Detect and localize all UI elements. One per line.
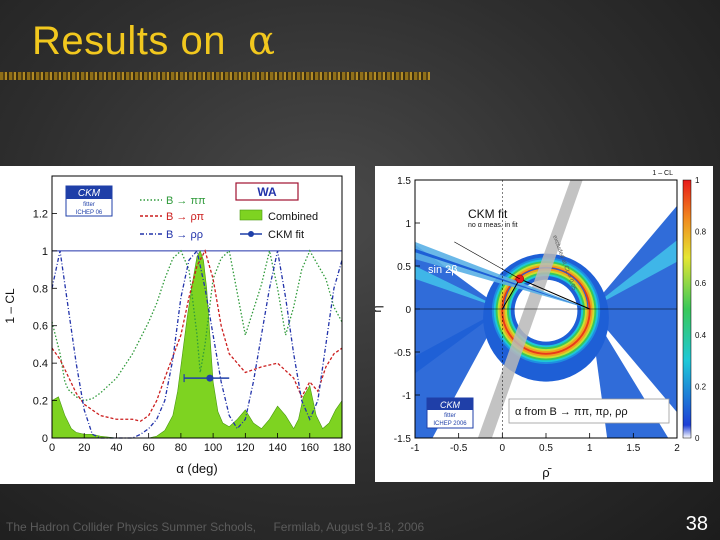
slide-title-text: Results on (32, 19, 226, 63)
rho-tick-label: 0.5 (539, 443, 553, 454)
logo-conference-text: ICHEP 06 (76, 210, 103, 216)
eta-tick-label: -1 (402, 391, 411, 402)
eta-tick-label: 1.5 (397, 176, 411, 187)
eta-tick-label: 1 (405, 219, 411, 230)
series-line-dashed (51, 249, 343, 422)
annotation-ckm-fit-note: no α meas. in fit (468, 222, 518, 229)
rho-tick-label: 2 (674, 443, 680, 454)
x-tick-label: 40 (110, 442, 122, 454)
x-tick-label: 180 (333, 442, 351, 454)
colorbar-tick-label: 0 (695, 434, 700, 443)
slide-title: Results on α (32, 18, 276, 64)
y-tick-label: 1.2 (33, 208, 48, 220)
x-tick-label: 60 (143, 442, 155, 454)
title-rule (0, 72, 430, 80)
legend-label-pipi: B → ππ (166, 195, 206, 207)
rho-tick-label: 1.5 (626, 443, 640, 454)
x-tick-label: 80 (175, 442, 187, 454)
rho-eta-ylabel: η̄ (375, 303, 384, 312)
alpha-scan-ylabel: 1 – CL (3, 288, 17, 324)
logo2-conference-text: ICHEP 2006 (433, 421, 467, 427)
rho-tick-label: -0.5 (450, 443, 468, 454)
series-combined-area (51, 250, 343, 439)
ckm-fit-arrow (454, 241, 520, 280)
y-tick-label: 0.4 (33, 358, 48, 370)
y-tick-label: 0 (42, 433, 48, 445)
ckmfitter-logo: CKM fitter ICHEP 06 (65, 185, 113, 217)
colorbar-ticks: 0 0.2 0.4 0.6 0.8 1 (695, 176, 707, 443)
x-tick-label: 20 (78, 442, 90, 454)
legend-label-rhorho: B → ρρ (166, 229, 203, 241)
y-tick-label: 0.6 (33, 321, 48, 333)
rho-eta-xlabel: ρ̄ (542, 465, 551, 480)
x-tick-label: 140 (268, 442, 286, 454)
x-tick-label: 120 (236, 442, 254, 454)
alpha-scan-xlabel: α (deg) (176, 461, 217, 476)
x-tick-label: 0 (49, 442, 55, 454)
legend-marker-ckmfit (248, 231, 254, 237)
annotation-ckm-fit: CKM fit (468, 207, 508, 221)
colorbar-tick-label: 1 (695, 176, 700, 185)
colorbar-title: 1 – CL (652, 170, 673, 177)
annotation-sin2beta: sin 2β (428, 264, 458, 276)
y-tick-label: 1 (42, 246, 48, 258)
legend-label-ckmfit: CKM fit (268, 229, 304, 241)
page-number: 38 (685, 513, 708, 535)
rho-tick-label: -1 (411, 443, 420, 454)
colorbar-tick-label: 0.2 (695, 382, 707, 391)
x-tick-label: 100 (204, 442, 222, 454)
ckm-fit-marker (206, 374, 214, 382)
footer-location: Fermilab, August 9-18, 2006 (273, 520, 425, 534)
colorbar-tick-label: 0.8 (695, 228, 707, 237)
colorbar-tick-label: 0.6 (695, 279, 707, 288)
colorbar-tick-label: 0.4 (695, 331, 707, 340)
eta-tick-label: -0.5 (394, 348, 412, 359)
eta-tick-label: -1.5 (394, 434, 412, 445)
eta-tick-label: 0.5 (397, 262, 411, 273)
logo-ckm-text: CKM (78, 188, 101, 199)
alpha-scan-legend: B → ππ B → ρπ B → ρρ WA Combined CKM fit (140, 182, 318, 241)
logo-fitter-text: fitter (83, 202, 95, 208)
logo2-fitter-text: fitter (444, 413, 456, 419)
rho-tick-label: 1 (587, 443, 593, 454)
alpha-scan-svg: CKM fitter ICHEP 06 B → ππ B → ρπ B → ρρ… (3, 175, 351, 476)
legend-label-combined: Combined (268, 211, 318, 223)
y-tick-label: 0.2 (33, 396, 48, 408)
slide-footer: The Hadron Collider Physics Summer Schoo… (6, 520, 438, 534)
y-tick-label: 0.8 (33, 283, 48, 295)
alpha-scan-chart: CKM fitter ICHEP 06 B → ππ B → ρπ B → ρρ… (0, 166, 355, 484)
rho-eta-annotations: CKM fit no α meas. in fit sin 2β exclude… (426, 207, 670, 429)
logo2-ckm-text: CKM (440, 400, 461, 410)
eta-tick-label: 0 (405, 305, 411, 316)
rho-tick-label: 0 (500, 443, 506, 454)
rho-eta-svg: CKM fit no α meas. in fit sin 2β exclude… (369, 170, 707, 480)
annotation-alpha-from: α from B → ππ, πρ, ρρ (515, 406, 628, 418)
colorbar: 1 – CL (652, 170, 692, 439)
alpha-scan-frame (51, 175, 343, 439)
alpha-scan-plot-area (51, 249, 343, 439)
slide-title-symbol: α (247, 18, 276, 64)
footer-event: The Hadron Collider Physics Summer Schoo… (6, 520, 257, 534)
rho-eta-chart: CKM fit no α meas. in fit sin 2β exclude… (369, 166, 713, 482)
legend-swatch-combined (239, 209, 263, 221)
legend-label-rhopi: B → ρπ (166, 211, 205, 223)
x-tick-label: 160 (301, 442, 319, 454)
wa-badge (235, 182, 299, 201)
colorbar-gradient (682, 179, 692, 439)
wa-badge-text: WA (257, 185, 277, 199)
alpha-from-box (508, 398, 670, 424)
ckmfitter-logo-2-bar (427, 398, 473, 410)
series-line-dotted (51, 249, 343, 402)
rho-eta-plot-area (415, 180, 677, 438)
